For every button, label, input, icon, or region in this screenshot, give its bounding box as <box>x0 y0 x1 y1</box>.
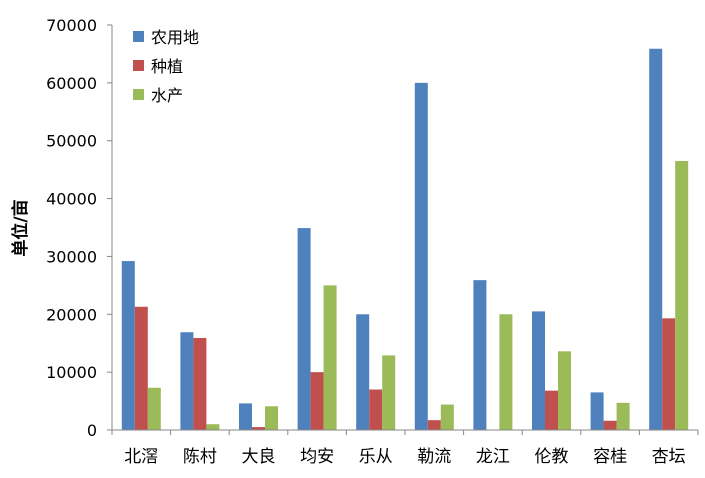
bar-北滘-水产 <box>147 387 161 430</box>
axes <box>107 24 699 435</box>
bar-伦教-种植 <box>545 390 558 430</box>
bar-勒流-水产 <box>440 404 454 430</box>
y-axis-label-group: 单位/亩 <box>10 199 31 256</box>
bar-marks <box>121 48 689 430</box>
bar-北滘-种植 <box>134 306 148 430</box>
bar-伦教-农用地 <box>532 311 545 430</box>
bar-均安-种植 <box>310 372 324 430</box>
y-axis-label: 单位/亩 <box>10 199 31 256</box>
bar-北滘-农用地 <box>121 261 135 430</box>
y-tick-label: 0 <box>87 421 97 440</box>
x-tick-label: 杏坛 <box>652 447 686 467</box>
bar-勒流-种植 <box>427 420 441 430</box>
legend-label: 种植 <box>151 57 183 76</box>
bar-陈村-农用地 <box>180 332 194 430</box>
bar-容桂-水产 <box>616 402 630 430</box>
bar-龙江-农用地 <box>473 280 487 430</box>
bar-乐从-农用地 <box>356 314 370 430</box>
bar-陈村-水产 <box>206 424 220 430</box>
bar-容桂-种植 <box>603 420 617 430</box>
legend-swatch-水产 <box>133 89 144 100</box>
y-tick-label: 40000 <box>46 190 97 209</box>
bar-勒流-农用地 <box>414 82 428 430</box>
bar-大良-农用地 <box>239 403 252 430</box>
legend-swatch-农用地 <box>133 31 144 42</box>
bar-大良-水产 <box>265 406 278 430</box>
bar-龙江-水产 <box>499 314 513 430</box>
bar-均安-农用地 <box>297 228 311 430</box>
y-tick-label: 20000 <box>46 305 97 324</box>
x-tick-label: 陈村 <box>183 447 217 467</box>
x-tick-labels: 北滘 陈村 大良 均安 乐从 勒流 龙江 伦教 容桂 杏坛 <box>124 447 685 467</box>
x-tick-label: 大良 <box>242 447 276 467</box>
x-tick-label: 乐从 <box>359 447 393 467</box>
x-tick-label: 伦教 <box>535 447 569 467</box>
bar-乐从-水产 <box>382 355 396 430</box>
legend-swatch-种植 <box>133 60 144 71</box>
y-tick-label: 30000 <box>46 247 97 266</box>
bar-杏坛-水产 <box>675 160 689 430</box>
bar-陈村-种植 <box>193 338 207 430</box>
y-tick-label: 70000 <box>46 16 97 35</box>
legend-label: 农用地 <box>151 28 199 47</box>
bar-均安-水产 <box>323 285 337 430</box>
bar-杏坛-农用地 <box>649 48 663 430</box>
x-tick-label: 龙江 <box>476 447 510 467</box>
bar-杏坛-种植 <box>662 318 676 430</box>
bar-大良-种植 <box>252 427 265 430</box>
legend-label: 水产 <box>151 86 183 105</box>
y-tick-label: 10000 <box>46 363 97 382</box>
x-tick-label: 勒流 <box>417 447 451 467</box>
y-tick-label: 50000 <box>46 132 97 151</box>
bar-容桂-农用地 <box>590 392 604 430</box>
bar-乐从-种植 <box>369 389 383 430</box>
y-tick-label: 60000 <box>46 74 97 93</box>
x-tick-label: 均安 <box>300 447 334 467</box>
x-tick-label: 北滘 <box>124 447 158 467</box>
x-tick-label: 容桂 <box>593 447 627 467</box>
bar-伦教-水产 <box>558 351 571 430</box>
y-tick-labels: 0 10000 20000 30000 40000 50000 60000 70000 <box>46 16 97 440</box>
